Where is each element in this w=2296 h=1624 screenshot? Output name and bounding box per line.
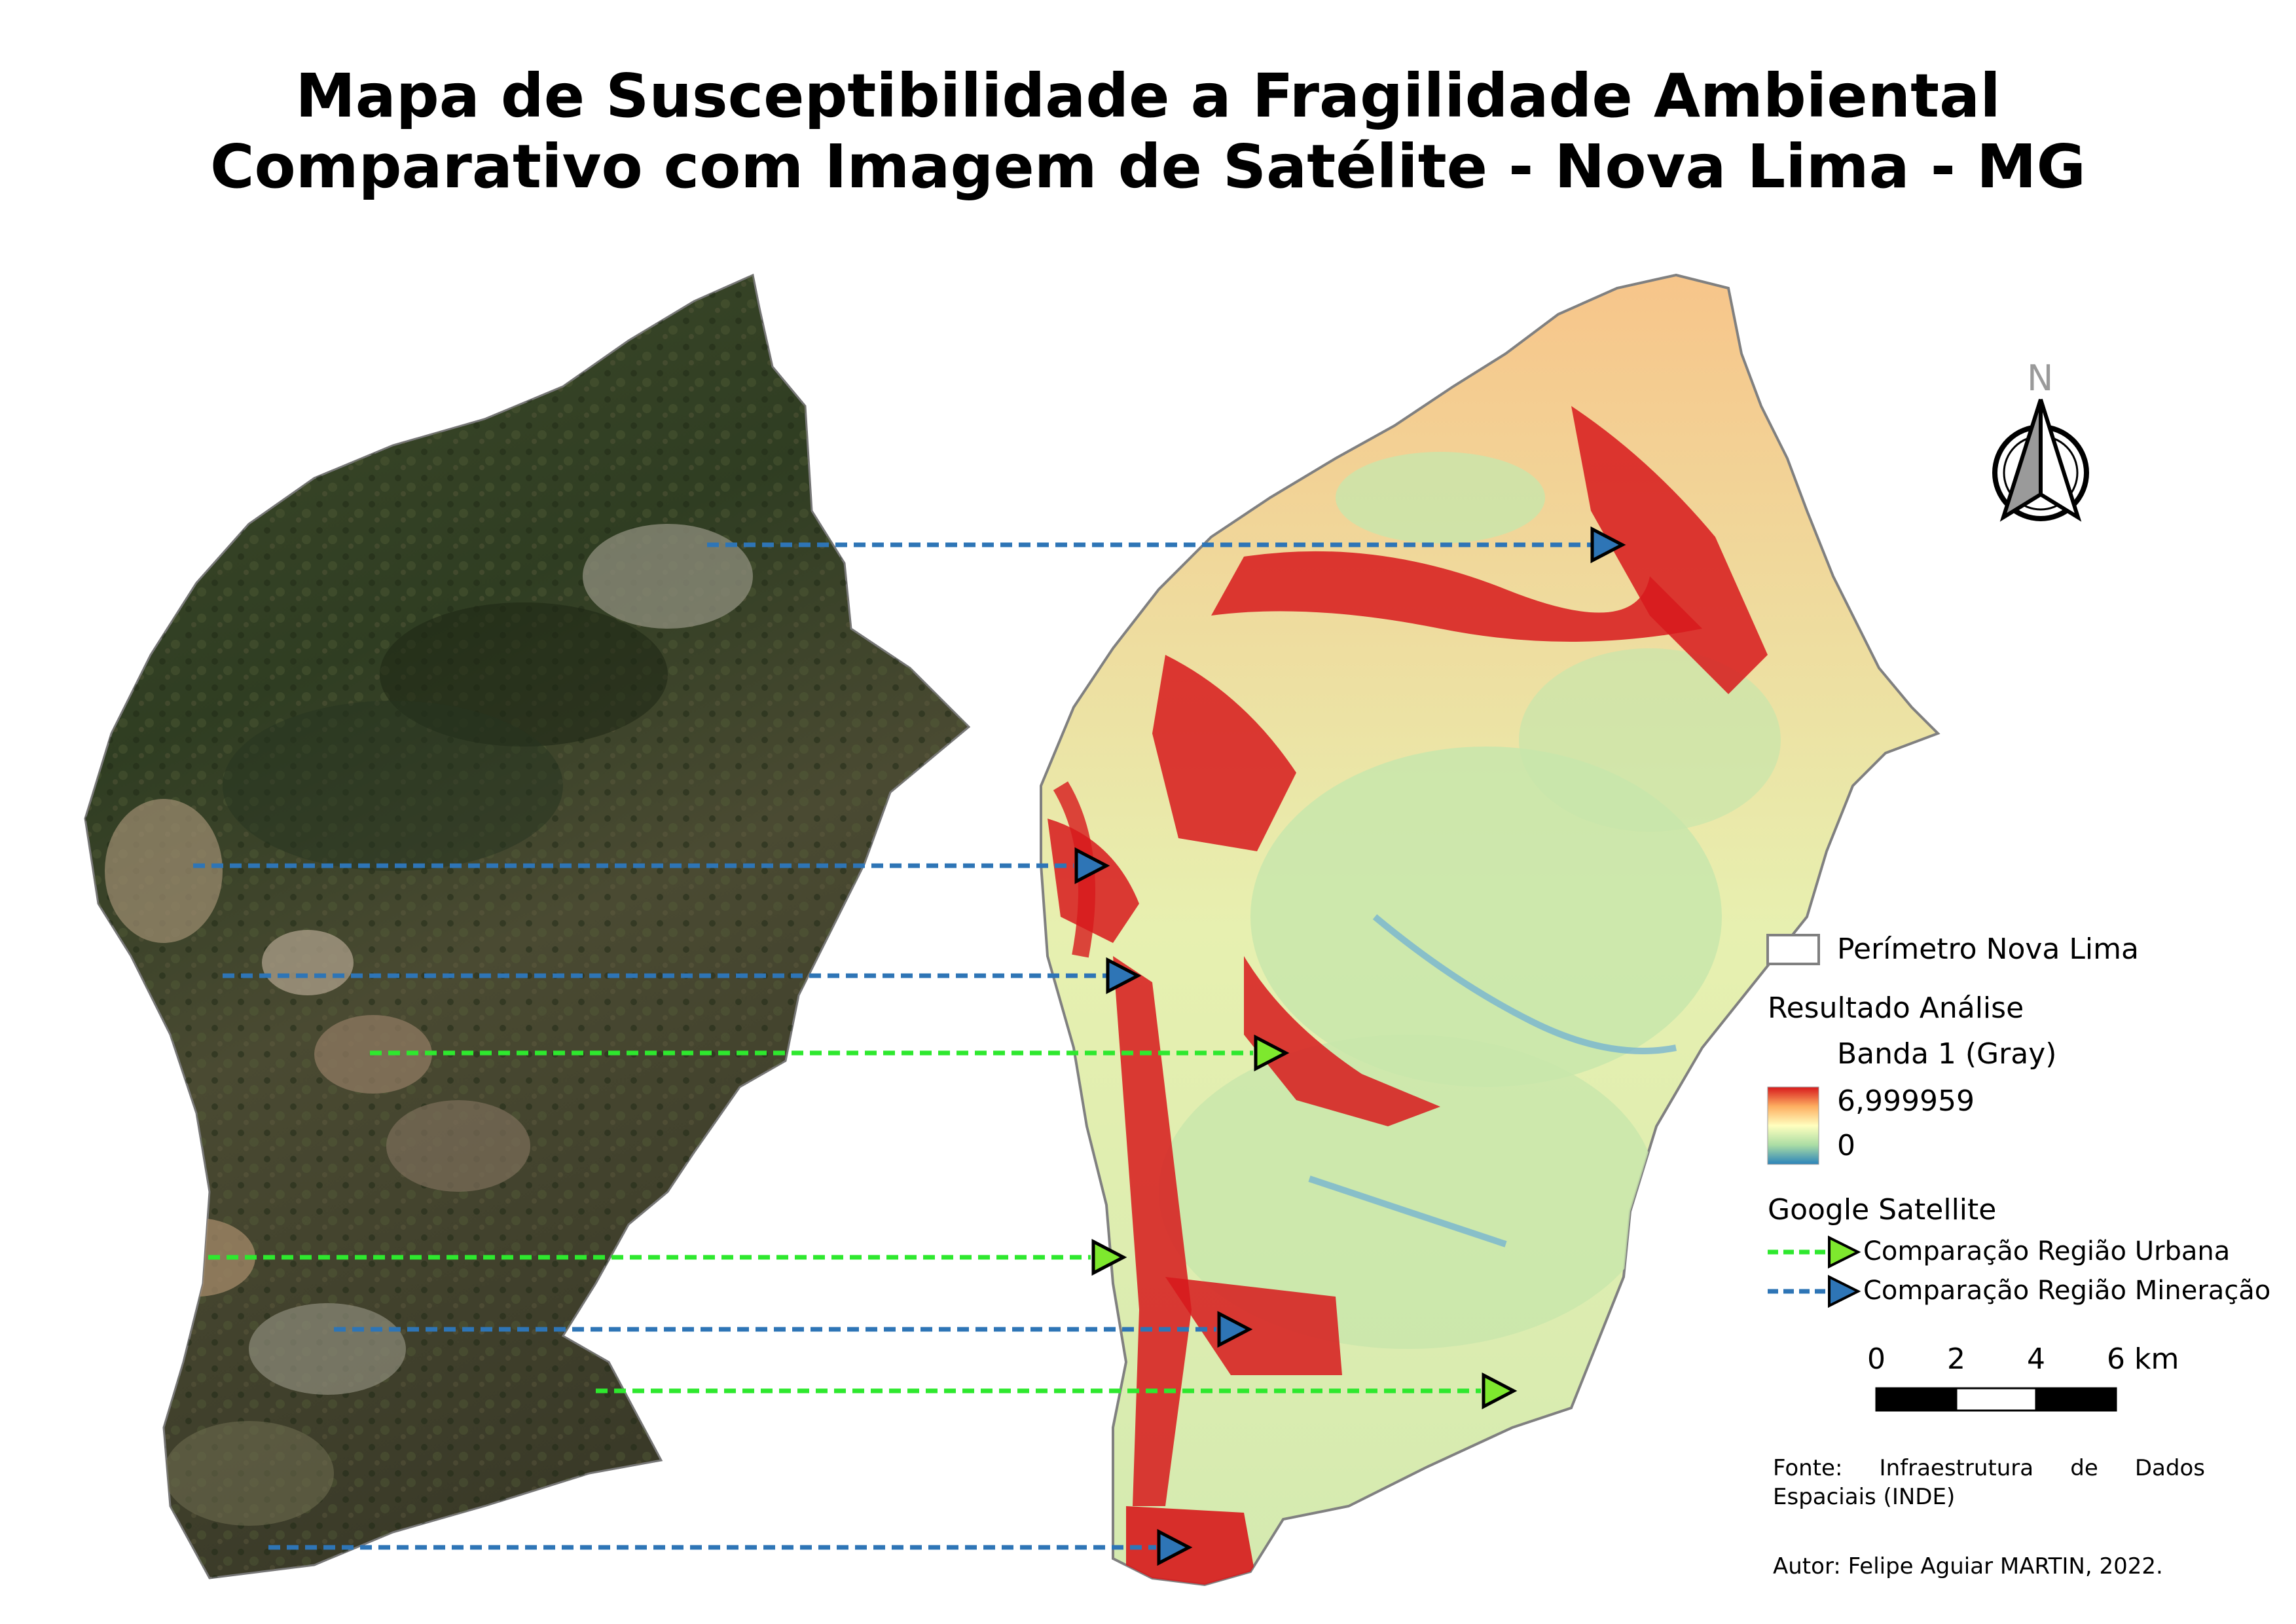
satellite-header: Google Satellite	[1768, 1193, 1997, 1227]
perimeter-label: Perímetro Nova Lima	[1837, 932, 2139, 966]
urban-marker	[1091, 1238, 1127, 1276]
urban-marker	[1482, 1372, 1518, 1410]
mining-marker	[1074, 847, 1110, 885]
north-label: N	[2027, 358, 2054, 399]
mining-comparison-line-2	[193, 847, 1110, 885]
mining-marker	[1106, 957, 1142, 995]
scale-tick-2: 2	[1947, 1342, 1965, 1376]
band-label: Banda 1 (Gray)	[1837, 1037, 2057, 1071]
urban-comparison-line-2	[208, 1238, 1127, 1276]
mining-marker	[1157, 1528, 1193, 1566]
urban-comparison-line-1	[370, 1034, 1290, 1072]
mining-marker	[1590, 526, 1626, 564]
color-ramp-swatch	[1767, 1086, 1819, 1165]
comparison-lines	[193, 526, 1626, 1566]
result-header: Resultado Análise	[1768, 991, 2024, 1025]
urban-marker	[1254, 1034, 1290, 1072]
scale-bar	[1875, 1387, 2117, 1412]
urban-legend-label: Comparação Região Urbana	[1863, 1236, 2231, 1266]
mining-marker	[1217, 1310, 1253, 1348]
mining-legend-symbol	[1768, 1274, 1861, 1308]
satellite-image	[84, 273, 971, 1579]
ramp-min-label: 0	[1837, 1129, 1855, 1162]
scale-tick-6km: 6 km	[2107, 1342, 2179, 1376]
ramp-max-label: 6,999959	[1837, 1084, 1975, 1118]
mining-comparison-line-3	[223, 957, 1142, 995]
map-title-line2: Comparativo com Imagem de Satélite - Nov…	[210, 132, 2086, 202]
mining-comparison-line-5	[268, 1528, 1193, 1566]
fragility-map	[1040, 273, 1941, 1587]
urban-legend-symbol	[1768, 1235, 1861, 1269]
author-text: Autor: Felipe Aguiar MARTIN, 2022.	[1773, 1553, 2163, 1579]
scale-tick-0: 0	[1867, 1342, 1886, 1376]
mining-legend-label: Comparação Região Mineração	[1863, 1276, 2271, 1306]
scale-tick-4: 4	[2027, 1342, 2045, 1376]
source-text: Fonte: Infraestrutura de Dados Espaciais…	[1773, 1455, 2205, 1510]
mining-comparison-line-4	[334, 1310, 1253, 1348]
mining-comparison-line-1	[707, 526, 1626, 564]
north-arrow-icon	[1992, 399, 2089, 522]
urban-comparison-line-3	[596, 1372, 1518, 1410]
perimeter-swatch	[1766, 934, 1820, 965]
map-title-line1: Mapa de Susceptibilidade a Fragilidade A…	[295, 61, 2001, 131]
